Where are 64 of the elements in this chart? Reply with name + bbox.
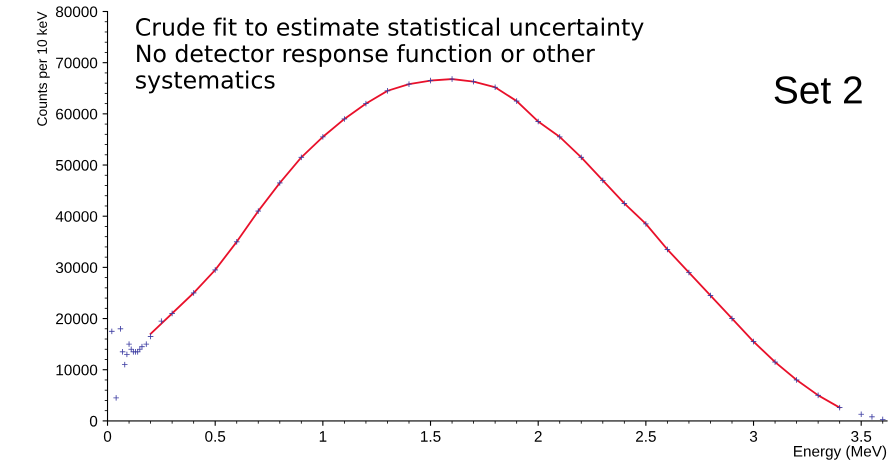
point <box>686 269 692 276</box>
point <box>556 134 563 140</box>
point <box>212 266 218 274</box>
point <box>448 76 456 82</box>
y-tick-label: 80000 <box>56 6 98 18</box>
point <box>341 116 348 122</box>
point <box>642 220 650 228</box>
point <box>117 326 124 332</box>
point <box>793 376 800 384</box>
point <box>664 246 671 253</box>
y-tick-label: 30000 <box>56 262 98 274</box>
point <box>492 84 498 90</box>
point <box>534 118 542 125</box>
point <box>836 404 843 411</box>
point <box>814 392 822 399</box>
x-tick-label: 3 <box>750 431 758 442</box>
point <box>513 98 520 104</box>
point <box>880 416 886 421</box>
point <box>126 340 132 348</box>
point <box>384 88 391 94</box>
point <box>362 100 370 107</box>
x-axis-title: Energy (MeV) <box>794 445 886 460</box>
point <box>112 394 120 402</box>
y-tick-label: 10000 <box>56 364 98 376</box>
y-tick-label: 40000 <box>56 211 98 222</box>
point <box>168 310 176 317</box>
point <box>858 411 864 418</box>
point <box>255 208 262 214</box>
point <box>621 200 628 207</box>
point <box>108 328 116 335</box>
point <box>406 80 412 88</box>
x-tick-label: 0 <box>104 431 112 442</box>
annotation: Set 2 <box>774 76 862 104</box>
x-tick-label: 2 <box>534 431 542 442</box>
point <box>600 177 606 184</box>
point <box>234 238 240 245</box>
point <box>750 338 757 345</box>
point <box>276 180 283 186</box>
point <box>470 78 477 85</box>
x-tick-label: 1 <box>320 431 326 442</box>
y-axis-title: Counts per 10 keV <box>36 12 50 126</box>
x-tick-label: 3.5 <box>851 431 872 442</box>
point <box>868 414 876 420</box>
point <box>298 154 305 161</box>
y-tick-label: 50000 <box>56 160 98 171</box>
point <box>158 318 165 324</box>
point <box>147 333 154 340</box>
y-tick-label: 20000 <box>56 313 98 324</box>
y-tick-label: 70000 <box>56 58 98 68</box>
annotation: Crude fit to estimate statistical uncertainty No detector response function or other systematics <box>136 18 644 94</box>
point <box>707 292 714 299</box>
point <box>122 361 128 368</box>
point <box>728 315 736 322</box>
y-tick-label: 60000 <box>56 108 98 120</box>
point <box>772 358 778 366</box>
point <box>320 134 326 140</box>
x-tick-label: 1.5 <box>421 431 441 442</box>
point <box>190 290 197 296</box>
y-tick-label: 0 <box>90 416 98 427</box>
x-tick-label: 0.5 <box>205 431 226 442</box>
x-tick-label: 2.5 <box>636 431 656 442</box>
point <box>578 154 584 161</box>
point <box>427 77 434 84</box>
point <box>119 348 126 356</box>
